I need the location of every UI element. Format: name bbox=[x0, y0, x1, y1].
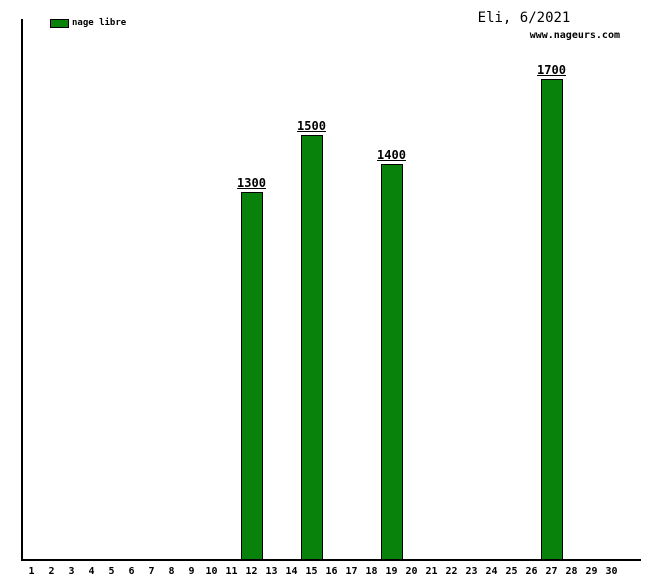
x-tick-label: 4 bbox=[88, 566, 95, 577]
x-tick-label: 25 bbox=[505, 566, 518, 577]
x-tick-label: 17 bbox=[345, 566, 358, 577]
x-tick-label: 30 bbox=[605, 566, 618, 577]
legend-swatch bbox=[50, 19, 69, 28]
x-tick-label: 3 bbox=[68, 566, 75, 577]
bar bbox=[380, 164, 403, 559]
x-tick-label: 15 bbox=[305, 566, 318, 577]
x-tick-label: 24 bbox=[485, 566, 498, 577]
bar bbox=[300, 135, 323, 559]
x-tick-label: 10 bbox=[205, 566, 218, 577]
x-tick-label: 9 bbox=[188, 566, 195, 577]
x-tick-label: 19 bbox=[385, 566, 398, 577]
x-tick-label: 13 bbox=[265, 566, 278, 577]
x-axis bbox=[21, 559, 641, 561]
x-tick-label: 14 bbox=[285, 566, 298, 577]
legend-label: nage libre bbox=[72, 18, 127, 28]
bar-value-label: 1700 bbox=[537, 63, 566, 77]
x-tick-label: 28 bbox=[565, 566, 578, 577]
x-tick-label: 22 bbox=[445, 566, 458, 577]
x-tick-label: 5 bbox=[108, 566, 115, 577]
y-axis bbox=[21, 19, 23, 561]
x-tick-label: 2 bbox=[48, 566, 55, 577]
x-tick-label: 16 bbox=[325, 566, 338, 577]
x-tick-label: 8 bbox=[168, 566, 175, 577]
x-tick-label: 21 bbox=[425, 566, 438, 577]
watermark-text: www.nageurs.com bbox=[529, 30, 620, 41]
x-tick-label: 6 bbox=[128, 566, 135, 577]
x-tick-label: 12 bbox=[245, 566, 258, 577]
bar bbox=[540, 79, 563, 559]
chart-title: Eli, 6/2021 bbox=[477, 10, 571, 26]
x-tick-label: 18 bbox=[365, 566, 378, 577]
x-tick-label: 7 bbox=[148, 566, 155, 577]
x-tick-label: 29 bbox=[585, 566, 598, 577]
bar-value-label: 1400 bbox=[377, 148, 406, 162]
x-tick-label: 26 bbox=[525, 566, 538, 577]
bar-value-label: 1500 bbox=[297, 119, 326, 133]
bar bbox=[240, 192, 263, 559]
bar-value-label: 1300 bbox=[237, 176, 266, 190]
x-tick-label: 11 bbox=[225, 566, 238, 577]
x-tick-label: 20 bbox=[405, 566, 418, 577]
x-tick-label: 1 bbox=[28, 566, 35, 577]
x-tick-label: 23 bbox=[465, 566, 478, 577]
x-tick-label: 27 bbox=[545, 566, 558, 577]
